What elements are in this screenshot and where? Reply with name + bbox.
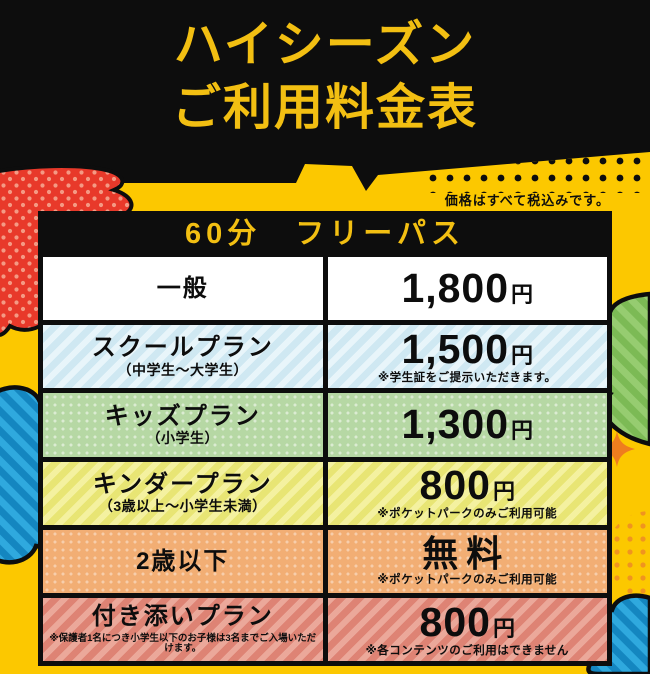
plan-cell: スクールプラン （中学生～大学生）: [43, 325, 323, 389]
table-rows: 一般 1,800 円 スクールプラン （中学生～大学生） 1,500 円 ※学生…: [43, 257, 607, 662]
halftone-dots: [425, 152, 650, 193]
plan-subtitle: （小学生）: [146, 429, 219, 446]
price-unit: 円: [511, 282, 534, 308]
price-unit: 円: [511, 343, 534, 368]
price-cell: 1,300 円: [327, 393, 607, 457]
poster-title: ハイシーズン ご利用料金表: [0, 14, 650, 139]
orange-dots-patch: [605, 511, 650, 601]
price-table: 60分 フリーパス 一般 1,800 円 スクールプラン （中学生～大学生） 1…: [38, 211, 612, 666]
price-value: 800: [419, 462, 491, 509]
plan-cell: 付き添いプラン ※保護者1名につき小学生以下のお子様は3名までご入場いただけます…: [43, 597, 323, 662]
title-line-1: ハイシーズン: [173, 18, 477, 72]
plan-cell: 2歳以下: [43, 529, 323, 593]
plan-subtitle: （中学生～大学生）: [117, 361, 248, 378]
orange-star-icon: [599, 431, 635, 467]
price-value: 1,800: [401, 265, 510, 312]
plan-cell: キンダープラン （3歳以上～小学生未満）: [43, 461, 323, 525]
price-cell: 1,800 円: [327, 257, 607, 321]
plan-name: 付き添いプラン: [91, 603, 274, 631]
price-value: 無料: [422, 533, 511, 575]
price-line: 800 円: [419, 598, 515, 645]
price-unit: 円: [511, 418, 534, 444]
price-value: 1,300: [401, 401, 510, 448]
price-cell: 800 円 ※各コンテンツのご利用はできません: [327, 597, 607, 662]
title-line-2: ご利用料金表: [171, 80, 478, 135]
table-row: 付き添いプラン ※保護者1名につき小学生以下のお子様は3名までご入場いただけます…: [43, 597, 607, 662]
price-note: ※ポケットパークのみご利用可能: [377, 574, 558, 587]
plan-subtitle: （3歳以上～小学生未満）: [98, 498, 267, 514]
table-row: キッズプラン （小学生） 1,300 円: [43, 393, 607, 457]
price-cell: 800 円 ※ポケットパークのみご利用可能: [327, 461, 607, 525]
price-cell: 無料 ※ポケットパークのみご利用可能: [327, 529, 607, 593]
tax-note: 価格はすべて税込みです。: [444, 193, 610, 208]
plan-name: スクールプラン: [91, 334, 274, 362]
price-note: ※各コンテンツのご利用はできません: [365, 644, 569, 657]
price-note: ※ポケットパークのみご利用可能: [377, 508, 558, 521]
plan-cell: キッズプラン （小学生）: [43, 393, 323, 457]
price-value: 800: [419, 598, 491, 645]
plan-name: 一般: [156, 274, 209, 302]
table-row: 2歳以下 無料 ※ポケットパークのみご利用可能: [43, 529, 607, 593]
price-unit: 円: [492, 479, 515, 505]
price-line: 無料: [422, 536, 512, 572]
plan-cell: 一般: [43, 257, 323, 321]
price-line: 800 円: [420, 465, 515, 506]
price-unit: 円: [492, 615, 515, 641]
plan-name: 2歳以下: [136, 547, 230, 575]
price-line: 1,300 円: [401, 404, 533, 445]
price-value: 1,500: [401, 326, 510, 372]
table-header: 60分 フリーパス: [185, 218, 465, 250]
price-line: 1,800 円: [401, 268, 533, 309]
table-row: キンダープラン （3歳以上～小学生未満） 800 円 ※ポケットパークのみご利用…: [43, 461, 607, 525]
table-row: スクールプラン （中学生～大学生） 1,500 円 ※学生証をご提示いただきます…: [43, 325, 607, 389]
plan-subtitle: ※保護者1名につき小学生以下のお子様は3名までご入場いただけます。: [49, 632, 317, 655]
plan-name: キッズプラン: [104, 402, 261, 430]
plan-name: キンダープラン: [92, 470, 273, 498]
price-cell: 1,500 円 ※学生証をご提示いただきます。: [327, 325, 607, 389]
price-note: ※学生証をご提示いただきます。: [377, 372, 557, 384]
table-row: 一般 1,800 円: [43, 257, 607, 321]
price-line: 1,500 円: [401, 329, 533, 370]
